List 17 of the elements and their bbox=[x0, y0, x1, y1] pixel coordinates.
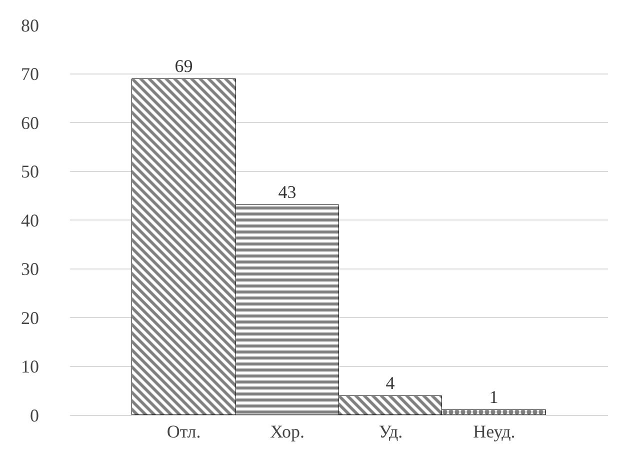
x-tick-label: Уд. bbox=[378, 422, 403, 442]
x-tick-label: Отл. bbox=[166, 422, 201, 442]
data-label: 4 bbox=[386, 372, 395, 393]
data-label: 1 bbox=[489, 386, 498, 407]
y-tick-label: 70 bbox=[21, 64, 39, 84]
y-tick-label: 40 bbox=[21, 210, 39, 230]
data-label: 69 bbox=[174, 56, 193, 76]
y-tick-label: 60 bbox=[21, 112, 39, 133]
x-tick-label: Неуд. bbox=[473, 422, 516, 442]
data-label: 43 bbox=[278, 182, 296, 202]
y-tick-label: 10 bbox=[21, 356, 39, 377]
y-tick-label: 30 bbox=[21, 259, 39, 280]
y-tick-label: 20 bbox=[21, 308, 39, 328]
y-tick-label: 80 bbox=[21, 15, 39, 36]
y-tick-label: 0 bbox=[30, 405, 39, 426]
x-tick-label: Хор. bbox=[270, 422, 304, 442]
y-tick-label: 50 bbox=[21, 162, 39, 182]
